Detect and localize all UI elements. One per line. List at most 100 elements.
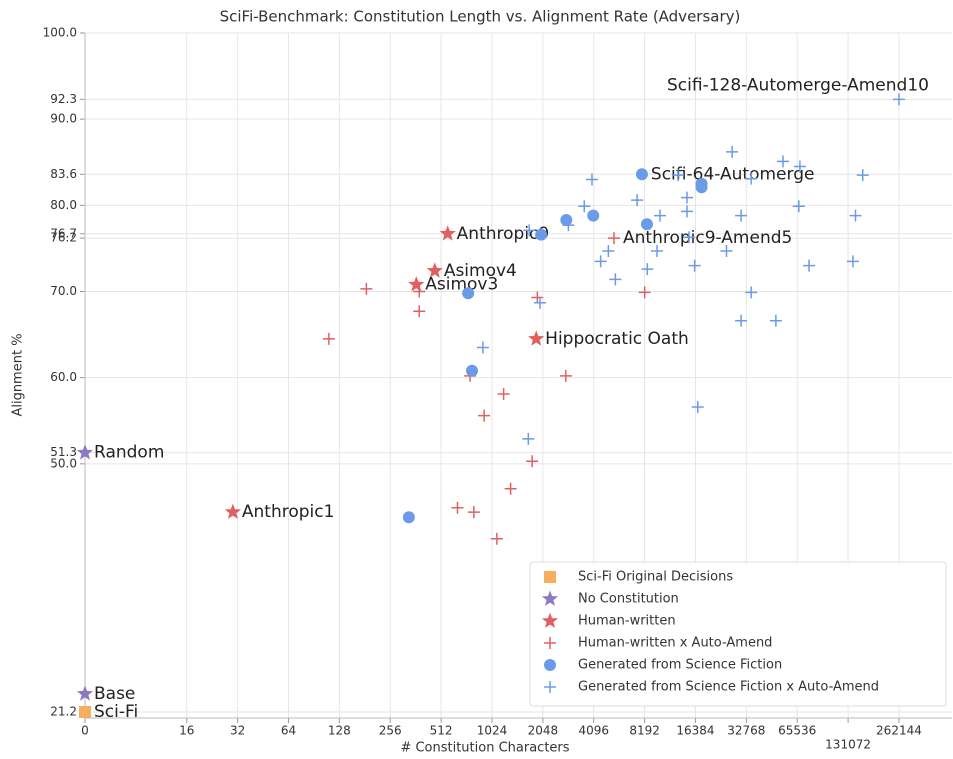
plus-marker	[504, 482, 517, 495]
circle-marker	[560, 213, 573, 226]
x-tick-label: 32	[230, 724, 245, 738]
chart-title: SciFi-Benchmark: Constitution Length vs.…	[220, 8, 741, 26]
plus-marker	[803, 259, 816, 272]
plus-marker	[585, 173, 598, 186]
point-label: Hippocratic Oath	[545, 329, 689, 349]
plus-marker	[534, 296, 547, 309]
plus-marker	[360, 282, 373, 295]
circle-marker	[544, 659, 556, 671]
legend-box	[529, 561, 947, 707]
plus-marker	[609, 273, 622, 286]
x-tick-label: 512	[430, 724, 453, 738]
point-label: Asimov4	[444, 261, 517, 281]
plus-marker	[681, 205, 694, 218]
plus-marker	[849, 209, 862, 222]
star-marker	[528, 330, 545, 346]
x-tick-label: 2048	[528, 724, 559, 738]
plus-marker	[322, 332, 335, 345]
y-tick-label: 50.0	[50, 456, 77, 470]
plus-marker	[478, 409, 491, 422]
plus-marker	[522, 432, 535, 445]
plus-marker	[544, 681, 556, 693]
legend: Sci-Fi Original Decisions No Constitution…	[529, 561, 947, 707]
x-tick-label: 16384	[676, 724, 714, 738]
point-label: Anthropic9-Amend5	[623, 228, 792, 248]
x-tick-label: 131072	[825, 738, 871, 752]
plus-marker	[638, 286, 651, 299]
plus-marker	[745, 172, 758, 185]
y-tick-label: 80.0	[50, 198, 77, 212]
star-marker	[541, 590, 559, 606]
y-tick-label: 100.0	[43, 26, 77, 40]
circle-marker	[535, 228, 548, 241]
plus-marker	[892, 93, 905, 106]
y-tick-label: 90.0	[50, 112, 77, 126]
plus-marker	[594, 255, 607, 268]
y-tick-label: 76.7	[50, 226, 77, 240]
point-label: Sci-Fi	[94, 702, 138, 722]
square-marker	[79, 705, 91, 718]
plus-marker	[792, 200, 805, 213]
point-label: Random	[94, 443, 164, 463]
plus-marker	[602, 244, 615, 257]
star-marker	[439, 225, 456, 241]
plus-marker	[769, 314, 782, 327]
circle-marker	[466, 364, 479, 377]
plus-marker	[490, 532, 503, 545]
x-tick-label: 1024	[477, 724, 508, 738]
plus-marker	[846, 255, 859, 268]
plus-marker	[562, 219, 575, 232]
plus-marker	[467, 506, 480, 519]
circle-marker	[462, 287, 475, 300]
point-label: Scifi-128-Automerge-Amend10	[667, 75, 929, 95]
x-tick-label: 4096	[578, 724, 609, 738]
point-label: Anthropic9	[457, 224, 550, 244]
plus-marker	[726, 145, 739, 158]
plus-marker	[631, 194, 644, 207]
point-label: Asimov3	[425, 275, 498, 295]
plus-marker	[641, 263, 654, 276]
star-marker	[76, 685, 94, 701]
plus-marker	[559, 369, 572, 382]
x-tick-label: 128	[328, 724, 351, 738]
x-tick-label: 256	[379, 724, 402, 738]
square-marker	[544, 571, 556, 583]
plus-marker	[451, 501, 464, 514]
legend-label: Generated from Science Fiction x Auto-Am…	[578, 680, 879, 695]
plus-marker	[681, 191, 694, 204]
x-tick-label: 65536	[778, 724, 816, 738]
plus-marker	[544, 637, 556, 649]
plus-marker	[671, 169, 684, 182]
y-tick-label: 76.2	[50, 231, 77, 245]
plus-marker	[578, 200, 591, 213]
y-tick-label: 92.3	[50, 92, 77, 106]
star-marker	[408, 276, 425, 292]
plus-marker	[856, 169, 869, 182]
x-tick-label: 64	[281, 724, 296, 738]
plus-marker	[497, 388, 510, 401]
legend-label: Human-written	[578, 614, 676, 629]
plus-marker	[413, 285, 426, 298]
x-tick-label: 16	[179, 724, 194, 738]
plus-marker	[523, 224, 536, 237]
y-tick-label: 83.6	[50, 167, 77, 181]
y-tick-label: 21.2	[50, 704, 77, 718]
plus-marker	[735, 209, 748, 222]
plus-marker	[720, 244, 733, 257]
x-axis-label: # Constitution Characters	[400, 741, 569, 756]
x-tick-label: 0	[81, 724, 89, 738]
plus-marker	[476, 341, 489, 354]
legend-label: Sci-Fi Original Decisions	[578, 570, 733, 585]
plus-marker	[608, 232, 621, 245]
plus-marker	[653, 209, 666, 222]
y-axis-label: Alignment %	[11, 333, 26, 416]
circle-marker	[695, 181, 708, 194]
circle-marker	[587, 209, 600, 222]
plus-marker	[413, 305, 426, 318]
y-tick-label: 70.0	[50, 284, 77, 298]
star-marker	[76, 444, 94, 460]
star-marker	[426, 262, 443, 278]
star-marker	[541, 612, 559, 628]
y-tick-label: 51.3	[50, 445, 77, 459]
legend-label: Human-written x Auto-Amend	[578, 636, 772, 651]
